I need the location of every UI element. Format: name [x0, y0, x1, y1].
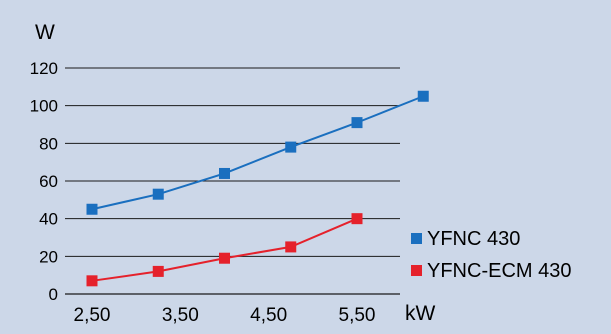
data-point [351, 117, 363, 129]
data-point [351, 213, 363, 225]
data-point [219, 167, 230, 179]
legend-label: YFNC 430 [427, 228, 520, 250]
x-tick-label: 3,50 [162, 305, 199, 326]
data-point [152, 188, 164, 200]
series-1 [86, 90, 429, 215]
x-tick-label: 2,50 [74, 305, 111, 326]
y-tick-label: 40 [39, 210, 58, 229]
series-line [91, 95, 424, 211]
data-point [219, 252, 230, 264]
data-point [86, 275, 98, 287]
legend: YFNC 430 YFNC-ECM 430 [411, 228, 571, 282]
y-tick-labels: 0 20 40 60 80 100 120 [30, 59, 58, 304]
legend-label: YFNC-ECM 430 [427, 260, 571, 282]
y-tick-label: 60 [39, 172, 58, 191]
legend-swatch [411, 265, 422, 276]
y-axis-label: W [35, 21, 55, 44]
series-lines [86, 90, 429, 287]
x-tick-labels: 2,50 3,50 4,50 5,50 [74, 305, 376, 326]
y-tick-label: 120 [30, 59, 58, 78]
x-tick-label: 5,50 [339, 305, 376, 326]
series-line [91, 217, 358, 282]
y-tick-label: 0 [49, 285, 58, 304]
x-tick-label: 4,50 [250, 305, 287, 326]
x-axis-label: kW [405, 302, 436, 325]
data-point [417, 90, 429, 102]
data-point [86, 203, 98, 215]
data-point [285, 241, 297, 253]
y-tick-label: 100 [30, 97, 58, 116]
series-2 [86, 213, 363, 287]
grid-lines [65, 67, 400, 257]
y-tick-label: 20 [39, 247, 58, 266]
legend-swatch [411, 233, 422, 244]
data-point [285, 141, 297, 153]
data-point [152, 265, 164, 277]
y-tick-label: 80 [39, 134, 58, 153]
